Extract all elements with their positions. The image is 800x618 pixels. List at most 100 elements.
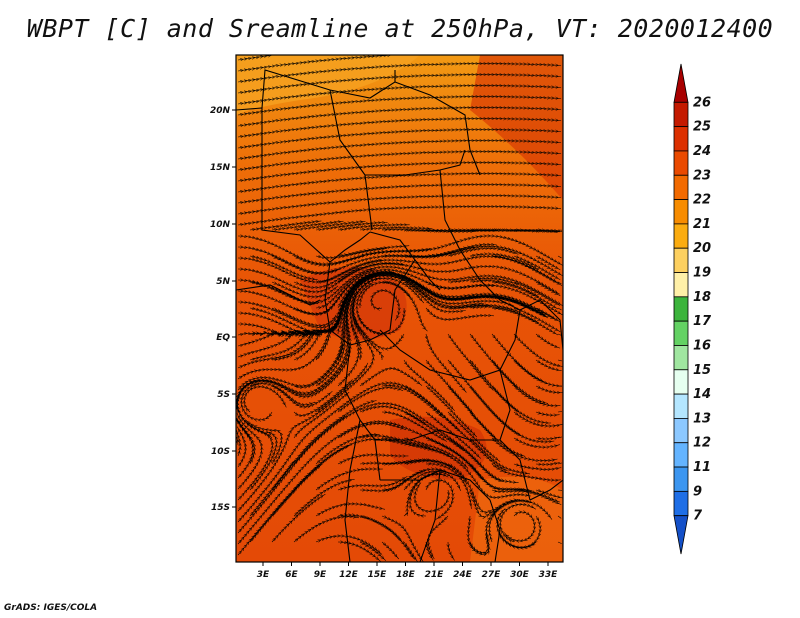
lat-tick-label: 10N <box>210 220 231 230</box>
streamline <box>557 515 562 519</box>
country-border <box>344 419 361 562</box>
colorbar-label: 18 <box>693 290 711 305</box>
streamline <box>557 359 562 362</box>
colorbar-label: 16 <box>693 338 711 353</box>
colorbar-label: 11 <box>693 460 711 475</box>
colorbar-label: 25 <box>693 120 711 135</box>
streamline <box>535 437 560 439</box>
streamline <box>315 504 386 517</box>
lon-tick-label: 24E <box>453 570 473 580</box>
lat-tick-label: 15N <box>210 163 231 173</box>
streamline <box>381 541 400 560</box>
colorbar-segment <box>673 272 689 298</box>
country-border <box>324 261 391 346</box>
streamline <box>403 541 418 562</box>
colorbar-bottom-triangle <box>673 515 689 555</box>
lat-tick-label: 5N <box>216 277 230 287</box>
colorbar-label: 17 <box>693 314 712 329</box>
colorbar-top-triangle <box>673 63 689 103</box>
colorbar-segment <box>673 223 689 249</box>
streamline <box>415 482 449 512</box>
lat-tick-label: 5S <box>217 390 230 400</box>
country-border <box>379 309 521 381</box>
streamline <box>535 359 562 371</box>
colorbar-label: 26 <box>693 95 711 110</box>
country-border <box>419 469 441 562</box>
country-border <box>261 69 396 109</box>
lon-tick-label: 3E <box>257 570 270 580</box>
chart-title: WBPT [C] and Sreamline at 250hPa, VT: 20… <box>26 14 774 43</box>
colorbar-segment <box>673 442 689 468</box>
streamline <box>557 255 562 259</box>
lat-tick-label: 15S <box>211 503 230 513</box>
streamline <box>535 412 560 415</box>
footer-credit: GrADS: IGES/COLA <box>4 603 98 613</box>
streamline <box>535 462 560 464</box>
lon-tick-label: 12E <box>339 570 359 580</box>
colorbar-segment <box>673 345 689 371</box>
lon-tick-label: 6E <box>285 570 298 580</box>
streamline <box>513 359 562 386</box>
streamline <box>513 385 561 406</box>
streamline <box>535 333 561 349</box>
colorbar-segment <box>673 126 689 152</box>
country-border <box>519 299 563 351</box>
streamline <box>513 411 563 426</box>
country-border <box>329 89 373 231</box>
streamline <box>237 207 562 225</box>
streamline <box>535 490 563 498</box>
streamline <box>535 256 561 271</box>
streamline <box>354 316 405 349</box>
colorbar-segment <box>673 466 689 492</box>
colorbar-segment <box>673 296 689 322</box>
lon-tick-label: 9E <box>314 570 327 580</box>
colorbar-segment <box>673 418 689 444</box>
streamlines <box>236 55 563 562</box>
streamline <box>513 437 560 447</box>
streamline <box>557 307 562 311</box>
colorbar-segment <box>673 369 689 395</box>
streamline <box>535 308 561 323</box>
colorbar-label: 24 <box>693 144 711 159</box>
streamline <box>557 436 562 439</box>
colorbar-label: 15 <box>693 363 711 378</box>
streamline <box>448 541 455 561</box>
lat-tick-label: 10S <box>211 447 230 457</box>
streamline <box>535 230 561 231</box>
country-border <box>236 284 321 306</box>
country-border <box>394 81 481 176</box>
colorbar-label: 19 <box>693 266 711 281</box>
lat-tick-label: EQ <box>216 333 230 343</box>
streamline <box>315 469 383 491</box>
colorbar-segment <box>673 150 689 176</box>
colorbar-segment <box>673 320 689 346</box>
streamline <box>557 462 562 465</box>
colorbar-segment <box>673 490 689 517</box>
streamline <box>381 516 424 562</box>
lon-tick-label: 30E <box>510 570 530 580</box>
colorbar-label: 13 <box>693 411 711 426</box>
streamline <box>557 541 562 544</box>
latitude-axis: 20N 15N 10N 5N EQ 5S 10S 15S <box>210 106 236 513</box>
country-border <box>375 429 500 441</box>
streamline <box>535 386 563 393</box>
streamline <box>497 508 537 549</box>
country-border <box>529 479 563 501</box>
country-borders <box>236 69 563 562</box>
streamline <box>535 282 561 297</box>
colorbar-segment <box>673 174 689 200</box>
streamline <box>557 281 562 285</box>
lon-tick-label: 21E <box>425 570 445 580</box>
colorbar-label: 14 <box>693 387 711 402</box>
colorbar: 26 25 24 23 22 21 20 19 18 17 16 15 14 13 12 11 9 7 <box>673 63 712 555</box>
colorbar-label: 7 <box>693 509 703 524</box>
colorbar-segment <box>673 393 689 419</box>
streamline <box>557 411 563 413</box>
colorbar-label: 20 <box>693 241 711 256</box>
lon-tick-label: 27E <box>482 570 502 580</box>
colorbar-label: 21 <box>693 217 711 232</box>
colorbar-segment <box>673 101 689 128</box>
streamline <box>337 225 410 230</box>
country-border <box>439 169 521 311</box>
